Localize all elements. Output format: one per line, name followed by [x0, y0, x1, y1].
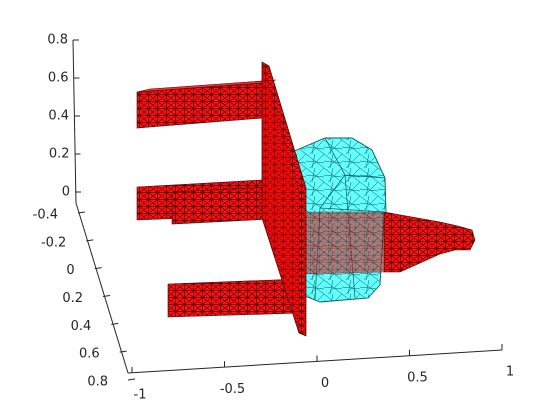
y-axis-tick-label: 0.8: [87, 375, 108, 390]
nozzle: [300, 212, 475, 274]
x-axis-tick-label: -1: [134, 388, 147, 403]
z-axis-tick-label: 0.4: [48, 109, 69, 124]
y-axis-tick-mark: [120, 351, 127, 352]
x-axis-tick-label: 1: [506, 365, 514, 380]
y-axis-tick-label: -0.4: [33, 208, 58, 223]
y-axis-ticks: -0.4 -0.20 0.2 0.4 0.6 0.8: [33, 208, 135, 390]
upper-prong: [137, 80, 276, 128]
y-axis-tick-label: -0.2: [41, 235, 66, 250]
x-axis-tick-label: 0: [321, 376, 329, 391]
z-axis-line: [73, 40, 76, 203]
y-axis-tick-label: 0.6: [79, 347, 100, 362]
z-axis-tick-label: 0.8: [47, 33, 68, 48]
y-axis-tick-label: 0.4: [71, 319, 92, 334]
lower-prong: [168, 279, 300, 317]
z-axis-tick-label: 0.6: [48, 71, 69, 86]
z-axis-tick-label: 0: [62, 185, 70, 200]
x-axis-tick-label: -0.5: [220, 382, 245, 397]
y-axis-tick-label: 0.2: [62, 291, 83, 306]
y-axis-tick-label: 0: [66, 263, 74, 278]
x-axis-tick-label: 0.5: [407, 370, 428, 385]
x-axis-line: [128, 350, 502, 373]
mesh-object: [137, 62, 475, 336]
z-axis-tick-label: 0.2: [49, 147, 70, 162]
y-axis-tick-mark: [128, 379, 135, 380]
